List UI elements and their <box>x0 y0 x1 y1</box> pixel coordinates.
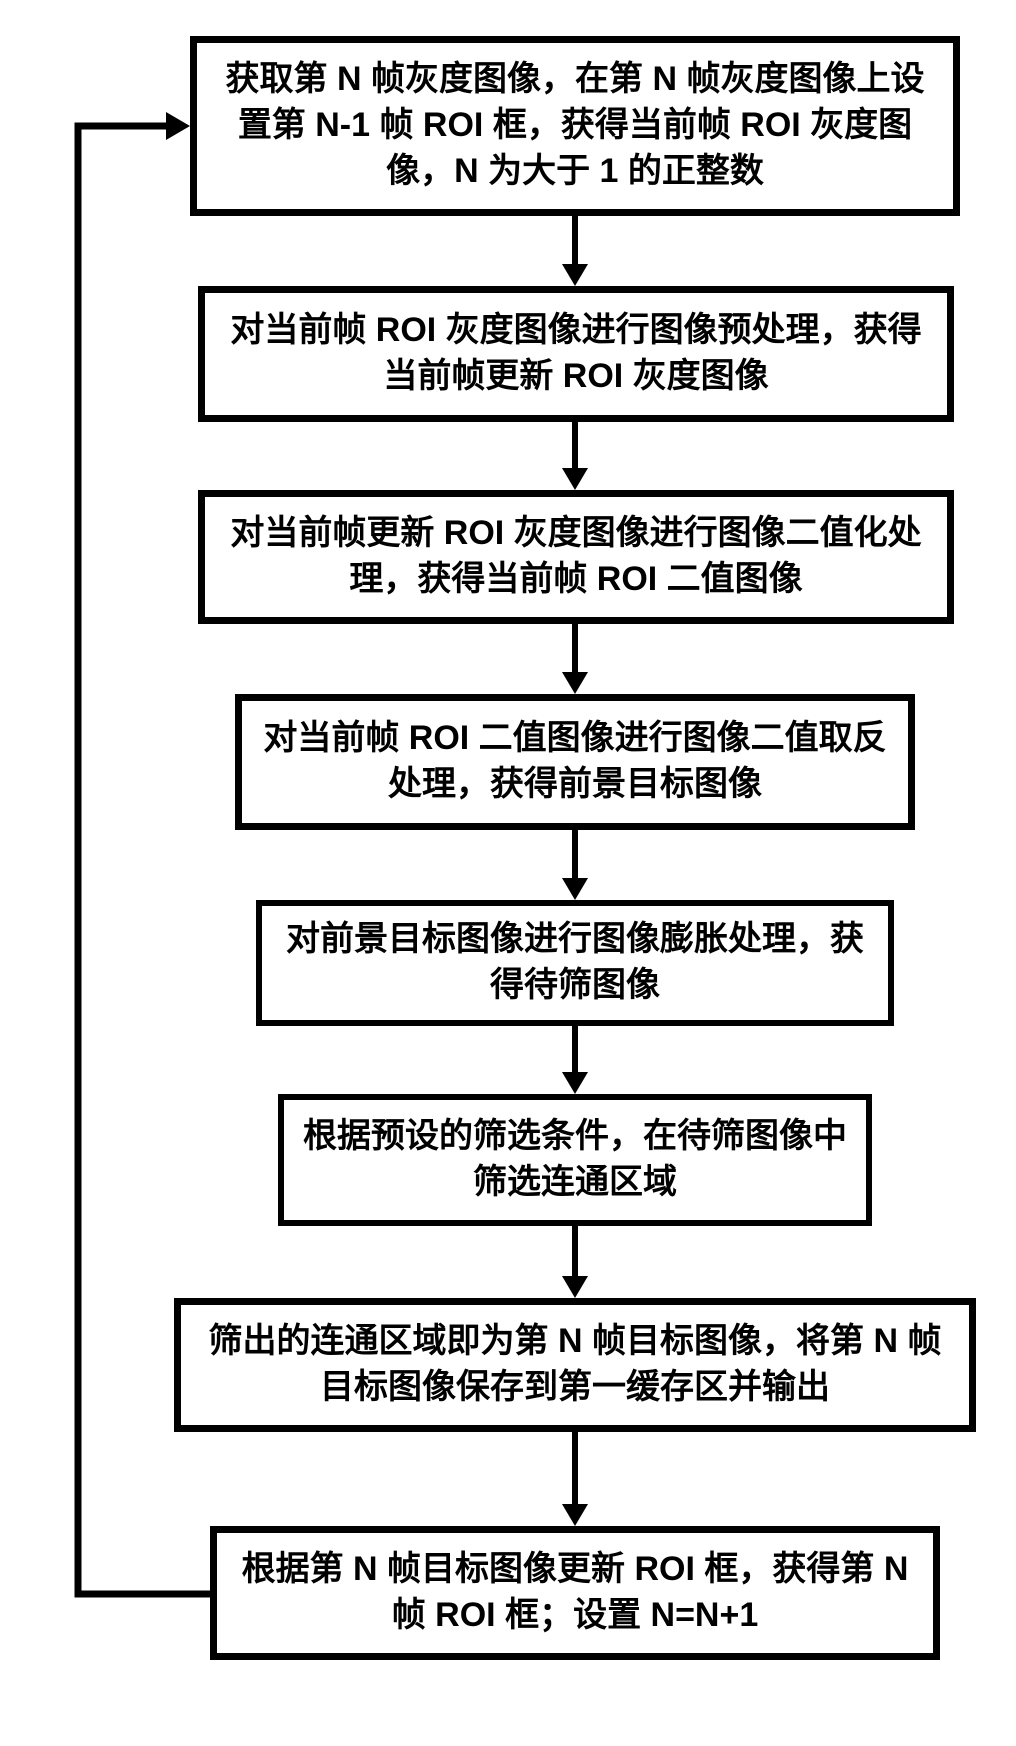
flow-node-n2: 对当前帧 ROI 灰度图像进行图像预处理，获得当前帧更新 ROI 灰度图像 <box>198 286 954 422</box>
flow-node-n4: 对当前帧 ROI 二值图像进行图像二值取反处理，获得前景目标图像 <box>235 694 915 830</box>
flow-edge-e45 <box>560 830 590 900</box>
flow-node-n1: 获取第 N 帧灰度图像，在第 N 帧灰度图像上设置第 N-1 帧 ROI 框，获… <box>190 36 960 216</box>
flow-node-label: 对当前帧 ROI 灰度图像进行图像预处理，获得当前帧更新 ROI 灰度图像 <box>219 308 933 400</box>
flow-node-n7: 筛出的连通区域即为第 N 帧目标图像，将第 N 帧目标图像保存到第一缓存区并输出 <box>174 1298 976 1432</box>
flow-node-n8: 根据第 N 帧目标图像更新 ROI 框，获得第 N 帧 ROI 框；设置 N=N… <box>210 1526 940 1660</box>
flow-edge-e67 <box>560 1226 590 1298</box>
flow-edge-e12 <box>560 216 590 286</box>
flow-node-label: 获取第 N 帧灰度图像，在第 N 帧灰度图像上设置第 N-1 帧 ROI 框，获… <box>211 57 939 195</box>
flow-node-n3: 对当前帧更新 ROI 灰度图像进行图像二值化处理，获得当前帧 ROI 二值图像 <box>198 490 954 624</box>
flow-node-n5: 对前景目标图像进行图像膨胀处理，获得待筛图像 <box>256 900 894 1026</box>
flow-node-label: 根据预设的筛选条件，在待筛图像中筛选连通区域 <box>298 1114 852 1206</box>
flow-edge-e23 <box>560 422 590 490</box>
flow-edge-e78 <box>560 1432 590 1526</box>
flow-node-label: 根据第 N 帧目标图像更新 ROI 框，获得第 N 帧 ROI 框；设置 N=N… <box>231 1547 919 1639</box>
flow-edge-e56 <box>560 1026 590 1094</box>
flow-node-label: 对前景目标图像进行图像膨胀处理，获得待筛图像 <box>276 917 874 1009</box>
flowchart-canvas: 获取第 N 帧灰度图像，在第 N 帧灰度图像上设置第 N-1 帧 ROI 框，获… <box>0 0 1016 1746</box>
flow-node-label: 筛出的连通区域即为第 N 帧目标图像，将第 N 帧目标图像保存到第一缓存区并输出 <box>195 1319 955 1411</box>
flow-node-label: 对当前帧 ROI 二值图像进行图像二值取反处理，获得前景目标图像 <box>256 716 894 808</box>
flow-edge-e34 <box>560 624 590 694</box>
flow-node-label: 对当前帧更新 ROI 灰度图像进行图像二值化处理，获得当前帧 ROI 二值图像 <box>219 511 933 603</box>
flow-node-n6: 根据预设的筛选条件，在待筛图像中筛选连通区域 <box>278 1094 872 1226</box>
